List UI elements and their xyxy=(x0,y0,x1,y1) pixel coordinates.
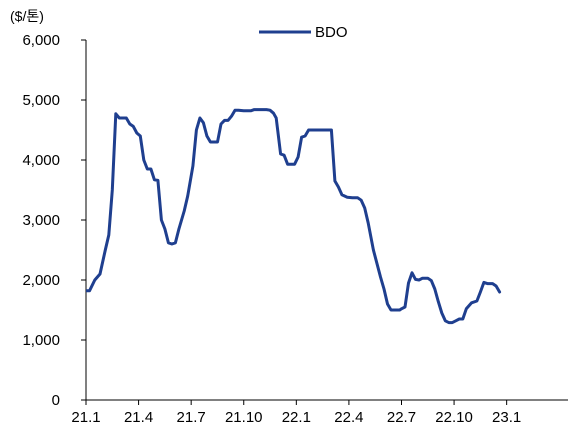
y-tick-label: 5,000 xyxy=(22,92,60,109)
y-tick-label: 6,000 xyxy=(22,32,60,49)
x-tick-label: 23.1 xyxy=(492,409,521,426)
x-tick-label: 22.4 xyxy=(334,409,363,426)
x-ticks: 21.1 21.4 21.7 21.10 22.1 22.4 22.7 22.10 23.1 xyxy=(71,400,521,426)
x-tick-label: 21.7 xyxy=(177,409,206,426)
x-tick-label: 21.4 xyxy=(124,409,153,426)
y-tick-label: 0 xyxy=(52,392,60,409)
y-tick-label: 1,000 xyxy=(22,332,60,349)
y-ticks: 0 1,000 2,000 3,000 4,000 5,000 6,000 xyxy=(22,32,86,409)
y-unit-label: ($/톤) xyxy=(10,8,44,24)
x-tick-label: 22.7 xyxy=(387,409,416,426)
y-tick-label: 3,000 xyxy=(22,212,60,229)
y-tick-label: 4,000 xyxy=(22,152,60,169)
legend-label: BDO xyxy=(315,24,348,41)
y-tick-label: 2,000 xyxy=(22,272,60,289)
x-tick-label: 22.1 xyxy=(282,409,311,426)
legend: BDO xyxy=(259,24,348,41)
x-tick-label: 21.10 xyxy=(225,409,263,426)
axes xyxy=(85,40,568,401)
x-tick-label: 21.1 xyxy=(71,409,100,426)
x-tick-label: 22.10 xyxy=(435,409,473,426)
series-line-bdo xyxy=(86,108,502,325)
series-layer xyxy=(86,108,502,325)
